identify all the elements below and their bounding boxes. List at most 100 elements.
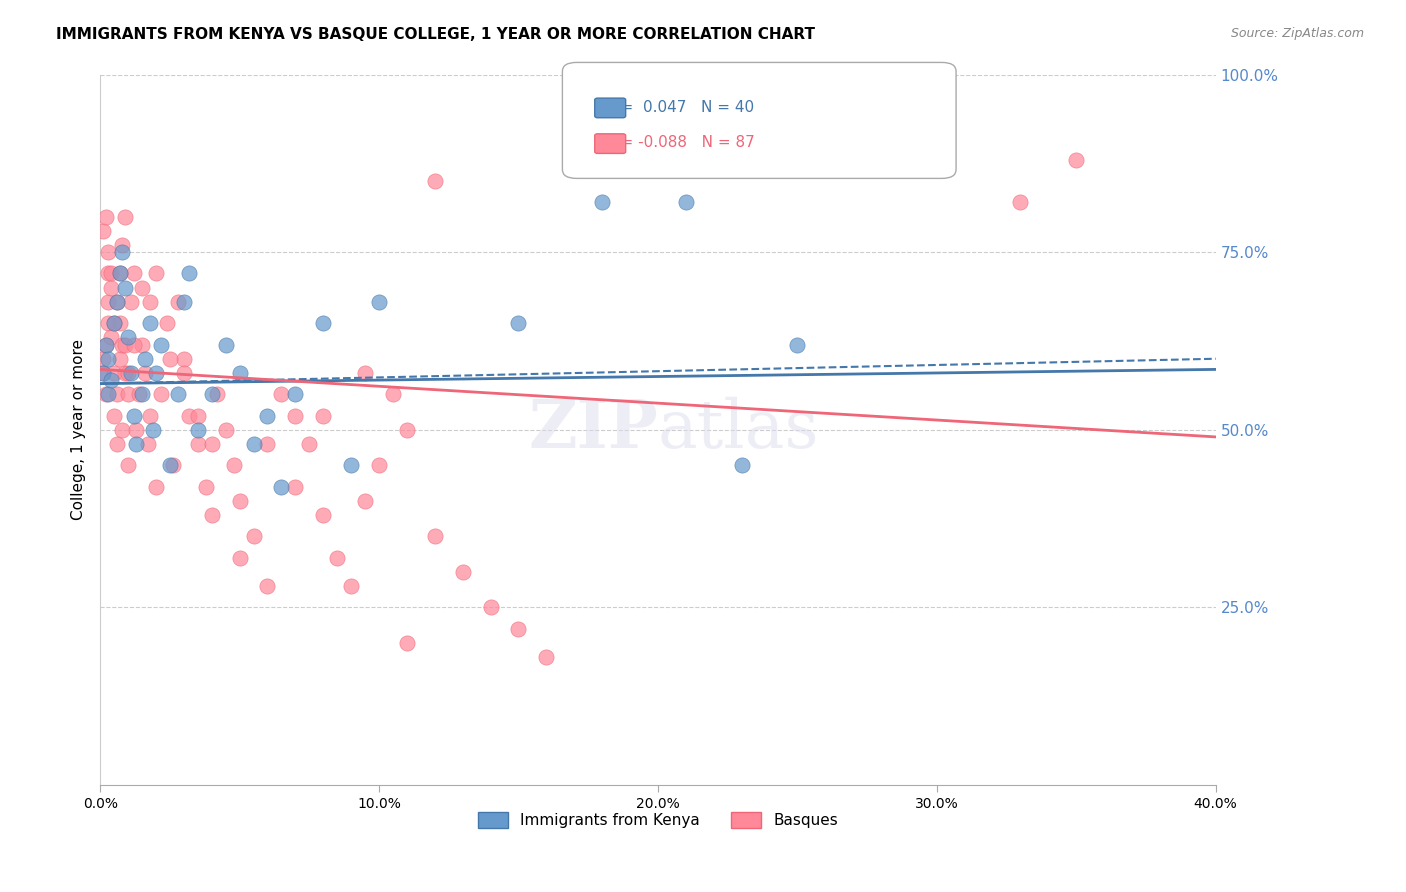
Point bbox=[228, 366, 250, 380]
Point bbox=[103, 409, 125, 423]
Point bbox=[91, 366, 114, 380]
Y-axis label: College, 1 year or more: College, 1 year or more bbox=[72, 339, 86, 520]
Point bbox=[479, 600, 502, 615]
Point bbox=[117, 458, 139, 473]
Point bbox=[173, 294, 195, 309]
Point bbox=[201, 437, 224, 451]
Point bbox=[395, 423, 418, 437]
Point bbox=[117, 330, 139, 344]
Point bbox=[105, 387, 128, 401]
Point bbox=[270, 387, 292, 401]
Point bbox=[114, 366, 136, 380]
Legend: Immigrants from Kenya, Basques: Immigrants from Kenya, Basques bbox=[471, 806, 845, 834]
Point bbox=[354, 494, 377, 508]
Point bbox=[508, 316, 530, 330]
Point bbox=[150, 387, 173, 401]
Point bbox=[103, 366, 125, 380]
Point bbox=[786, 337, 808, 351]
Point bbox=[284, 387, 307, 401]
Point bbox=[395, 636, 418, 650]
Point bbox=[214, 423, 236, 437]
Point bbox=[128, 387, 150, 401]
Point bbox=[187, 437, 209, 451]
Point bbox=[94, 210, 117, 224]
Point bbox=[354, 366, 377, 380]
Point bbox=[508, 622, 530, 636]
Point bbox=[97, 267, 120, 281]
Text: R =  0.047   N = 40: R = 0.047 N = 40 bbox=[605, 100, 754, 114]
Point bbox=[156, 316, 179, 330]
Point bbox=[114, 281, 136, 295]
Point bbox=[256, 409, 278, 423]
Point bbox=[131, 337, 153, 351]
Point bbox=[368, 458, 391, 473]
Point bbox=[298, 437, 321, 451]
Point bbox=[134, 366, 156, 380]
Point bbox=[173, 351, 195, 366]
Point bbox=[167, 294, 190, 309]
Point bbox=[125, 437, 148, 451]
Point bbox=[100, 267, 122, 281]
Point bbox=[187, 423, 209, 437]
Point bbox=[117, 366, 139, 380]
Point bbox=[179, 267, 201, 281]
Point bbox=[340, 579, 363, 593]
Point bbox=[131, 387, 153, 401]
Point bbox=[256, 437, 278, 451]
Point bbox=[103, 316, 125, 330]
Text: Source: ZipAtlas.com: Source: ZipAtlas.com bbox=[1230, 27, 1364, 40]
Point bbox=[111, 245, 134, 260]
Point bbox=[284, 480, 307, 494]
Point bbox=[139, 409, 162, 423]
Point bbox=[150, 337, 173, 351]
Text: IMMIGRANTS FROM KENYA VS BASQUE COLLEGE, 1 YEAR OR MORE CORRELATION CHART: IMMIGRANTS FROM KENYA VS BASQUE COLLEGE,… bbox=[56, 27, 815, 42]
Point bbox=[326, 550, 349, 565]
Point bbox=[131, 281, 153, 295]
Point bbox=[222, 458, 245, 473]
Point bbox=[167, 387, 190, 401]
Point bbox=[591, 195, 613, 210]
Point bbox=[97, 245, 120, 260]
Point bbox=[134, 351, 156, 366]
Point bbox=[145, 267, 167, 281]
Point bbox=[451, 565, 474, 579]
Point bbox=[122, 409, 145, 423]
Text: R = -0.088   N = 87: R = -0.088 N = 87 bbox=[605, 136, 755, 150]
Point bbox=[270, 480, 292, 494]
Point bbox=[340, 458, 363, 473]
Point bbox=[242, 437, 264, 451]
Point bbox=[114, 337, 136, 351]
Point bbox=[312, 508, 335, 522]
Point bbox=[228, 550, 250, 565]
Point bbox=[111, 238, 134, 252]
Point bbox=[120, 294, 142, 309]
Point bbox=[97, 294, 120, 309]
Point bbox=[105, 294, 128, 309]
Point bbox=[1010, 195, 1032, 210]
Point bbox=[256, 579, 278, 593]
Point bbox=[105, 294, 128, 309]
Point bbox=[108, 267, 131, 281]
Point bbox=[108, 267, 131, 281]
Point bbox=[125, 423, 148, 437]
Point bbox=[145, 366, 167, 380]
Point bbox=[195, 480, 218, 494]
Point bbox=[179, 409, 201, 423]
Point bbox=[423, 529, 446, 543]
Point bbox=[108, 316, 131, 330]
Point bbox=[145, 480, 167, 494]
Point bbox=[122, 267, 145, 281]
Point bbox=[368, 294, 391, 309]
Point bbox=[94, 387, 117, 401]
Point bbox=[136, 437, 159, 451]
Point bbox=[117, 387, 139, 401]
Point bbox=[242, 529, 264, 543]
Point bbox=[111, 423, 134, 437]
Point bbox=[536, 650, 558, 665]
Point bbox=[100, 373, 122, 387]
Point bbox=[97, 316, 120, 330]
Point bbox=[423, 174, 446, 188]
Point bbox=[91, 351, 114, 366]
Point bbox=[730, 458, 752, 473]
Point bbox=[114, 210, 136, 224]
